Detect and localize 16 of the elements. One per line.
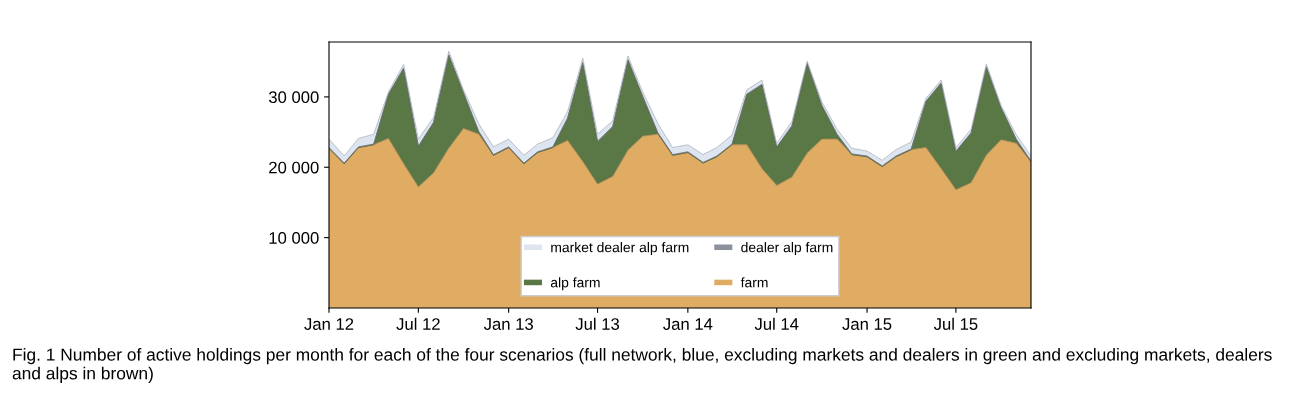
x-tick-label: Jan 12 [304, 318, 354, 330]
caption: Fig. 1 Number of active holdings per month for each of the four scenarios (full network, blue, excluding markets and dealers in green and excluding markets, dealers and alps in brown) [12, 348, 1272, 383]
x-tick-label: Jan 13 [483, 318, 533, 330]
x-tick-label: Jul 15 [933, 317, 978, 330]
x-tick-label: Jan 15 [842, 318, 892, 330]
x-tick-label: Jul 14 [754, 317, 799, 330]
y-tick-label: 20 000 [269, 161, 319, 174]
y-tick-label: 30 000 [268, 91, 319, 104]
legend-label: dealer alp farm [741, 242, 833, 256]
legend-label: alp farm [550, 277, 600, 291]
legend-label: market dealer alp farm [551, 242, 689, 256]
y-tick-label: 10 000 [269, 232, 319, 244]
x-tick-label: Jan 14 [663, 318, 713, 330]
x-tick-label: Jul 12 [396, 317, 440, 330]
x-tick-label: Jul 13 [575, 317, 620, 330]
legend-label: farm [740, 277, 768, 288]
